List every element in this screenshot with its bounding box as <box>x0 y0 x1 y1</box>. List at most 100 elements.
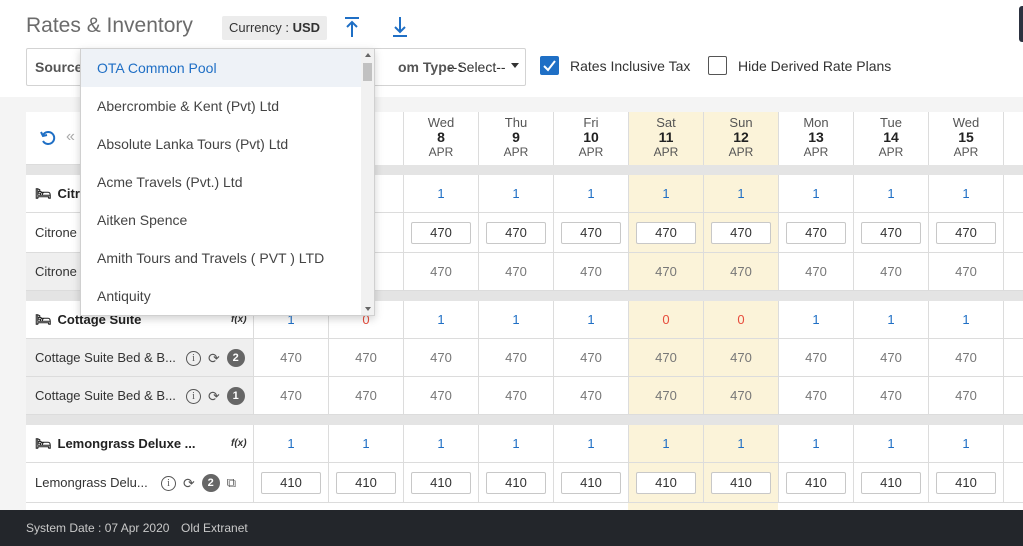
day-column: Wed 15 APR <box>928 112 1003 165</box>
avail-cell[interactable]: 1 <box>928 425 1003 462</box>
avail-cell[interactable]: 1 <box>478 301 553 338</box>
dropdown-option[interactable]: Antiquity <box>97 288 151 304</box>
dropdown-option[interactable]: Amith Tours and Travels ( PVT ) LTD <box>97 250 325 266</box>
partial-day-column <box>1003 112 1023 165</box>
avail-cell[interactable]: 1 <box>928 175 1003 212</box>
avail-cell[interactable]: 0 <box>328 301 403 338</box>
avail-cell[interactable]: 1 <box>553 301 628 338</box>
rate-input[interactable]: 410 <box>411 471 471 494</box>
scroll-thumb[interactable] <box>363 63 372 81</box>
avail-cell[interactable]: 1 <box>928 301 1003 338</box>
rate-row: Citrone 470 470 470 470 470 470 470 470 <box>26 213 1023 253</box>
rate-input[interactable]: 470 <box>411 221 471 244</box>
rate-input[interactable]: 470 <box>636 221 696 244</box>
dropdown-option[interactable]: Aitken Spence <box>97 212 188 228</box>
rate-cell: 470 <box>478 253 553 290</box>
rate-input[interactable]: 410 <box>336 471 396 494</box>
avail-cell[interactable]: 1 <box>778 175 853 212</box>
scroll-down-icon[interactable] <box>365 307 371 311</box>
rate-cell: 470 <box>928 253 1003 290</box>
rate-cell: 410 <box>328 463 403 502</box>
avail-cell[interactable]: 1 <box>478 175 553 212</box>
prev-week-icon[interactable]: « <box>66 128 75 145</box>
avail-cell[interactable]: 1 <box>853 425 928 462</box>
sync-icon[interactable]: ⟳ <box>208 349 220 366</box>
avail-cell[interactable]: 1 <box>778 425 853 462</box>
day-column: Sat 11 APR <box>628 112 703 165</box>
rate-input[interactable]: 410 <box>261 471 321 494</box>
avail-cell[interactable]: 1 <box>853 175 928 212</box>
info-icon[interactable]: i <box>161 475 176 491</box>
day-month: APR <box>428 145 454 159</box>
rate-input[interactable]: 470 <box>786 221 846 244</box>
avail-cell[interactable]: 1 <box>703 425 778 462</box>
day-column: Sun 12 APR <box>703 112 778 165</box>
rate-row: Cottage Suite Bed & B... i ⟳ 2 470 470 4… <box>26 339 1023 377</box>
avail-cell[interactable]: 1 <box>478 425 553 462</box>
copy-icon[interactable]: ⧉ <box>226 475 237 490</box>
rate-input[interactable]: 410 <box>636 471 696 494</box>
day-month: APR <box>878 145 904 159</box>
page-title: Rates & Inventory <box>26 14 193 37</box>
hide-derived-checkbox[interactable] <box>708 56 727 75</box>
rate-row: Lemongrass Delu... i ⟳ 2 ⧉ 410 410 410 41… <box>26 463 1023 503</box>
avail-cell[interactable]: 1 <box>628 175 703 212</box>
avail-cell[interactable]: 0 <box>628 301 703 338</box>
sync-icon[interactable]: ⟳ <box>208 387 220 404</box>
formula-icon[interactable]: f(x) <box>231 438 247 449</box>
corner-button[interactable] <box>1019 6 1023 42</box>
old-extranet-link[interactable]: Old Extranet <box>181 521 248 535</box>
source-dropdown[interactable]: OTA Common Pool Abercrombie & Kent (Pvt) … <box>80 48 375 316</box>
day-column: Thu 9 APR <box>478 112 553 165</box>
rate-input[interactable]: 410 <box>786 471 846 494</box>
rate-input[interactable]: 470 <box>561 221 621 244</box>
rate-input[interactable]: 410 <box>486 471 546 494</box>
rate-input[interactable]: 470 <box>486 221 546 244</box>
day-name: Tue <box>880 115 902 130</box>
avail-cell[interactable]: 1 <box>253 301 328 338</box>
dropdown-option[interactable]: Abercrombie & Kent (Pvt) Ltd <box>97 98 280 114</box>
rate-label: Lemongrass Delu... <box>35 475 148 490</box>
info-icon[interactable]: i <box>186 388 201 404</box>
rate-input[interactable]: 410 <box>561 471 621 494</box>
avail-cell[interactable]: 1 <box>703 175 778 212</box>
rates-inclusive-tax-checkbox[interactable] <box>540 56 559 75</box>
dropdown-option[interactable]: Absolute Lanka Tours (Pvt) Ltd <box>97 136 289 152</box>
rate-cell: 470 <box>778 339 853 376</box>
rate-input[interactable]: 410 <box>711 471 771 494</box>
avail-cell[interactable]: 1 <box>853 301 928 338</box>
upload-icon[interactable] <box>342 14 362 40</box>
currency-badge: Currency : USD <box>222 16 328 40</box>
room-type-select[interactable]: --Select-- <box>448 59 506 75</box>
refresh-icon[interactable] <box>40 130 56 149</box>
bed-icon: 🛏 <box>35 435 52 451</box>
rates-inclusive-tax-label: Rates Inclusive Tax <box>570 58 691 74</box>
avail-cell[interactable]: 1 <box>253 425 328 462</box>
rate-cell: 470 <box>703 213 778 252</box>
avail-cell[interactable]: 1 <box>553 175 628 212</box>
avail-cell[interactable]: 0 <box>703 301 778 338</box>
rate-input[interactable]: 410 <box>861 471 921 494</box>
avail-cell[interactable]: 1 <box>553 425 628 462</box>
avail-cell[interactable]: 1 <box>403 301 478 338</box>
rate-input[interactable]: 470 <box>936 221 996 244</box>
rate-input[interactable]: 410 <box>936 471 996 494</box>
sync-icon[interactable]: ⟳ <box>183 474 195 491</box>
avail-cell[interactable]: 1 <box>403 175 478 212</box>
avail-cell[interactable]: 1 <box>403 425 478 462</box>
day-date: 10 <box>583 129 599 145</box>
avail-cell[interactable]: 1 <box>778 301 853 338</box>
scroll-up-icon[interactable] <box>365 53 371 57</box>
rate-input[interactable]: 470 <box>861 221 921 244</box>
dropdown-option[interactable]: Acme Travels (Pvt.) Ltd <box>97 174 243 190</box>
dropdown-option[interactable]: OTA Common Pool <box>81 49 374 87</box>
download-icon[interactable] <box>390 14 410 40</box>
avail-cell[interactable]: 1 <box>628 425 703 462</box>
rate-cell: 470 <box>778 213 853 252</box>
rate-cell: 470 <box>403 339 478 376</box>
formula-icon[interactable]: f(x) <box>231 314 247 325</box>
dropdown-scrollbar[interactable] <box>361 49 374 315</box>
avail-cell[interactable]: 1 <box>328 425 403 462</box>
rate-input[interactable]: 470 <box>711 221 771 244</box>
info-icon[interactable]: i <box>186 350 201 366</box>
